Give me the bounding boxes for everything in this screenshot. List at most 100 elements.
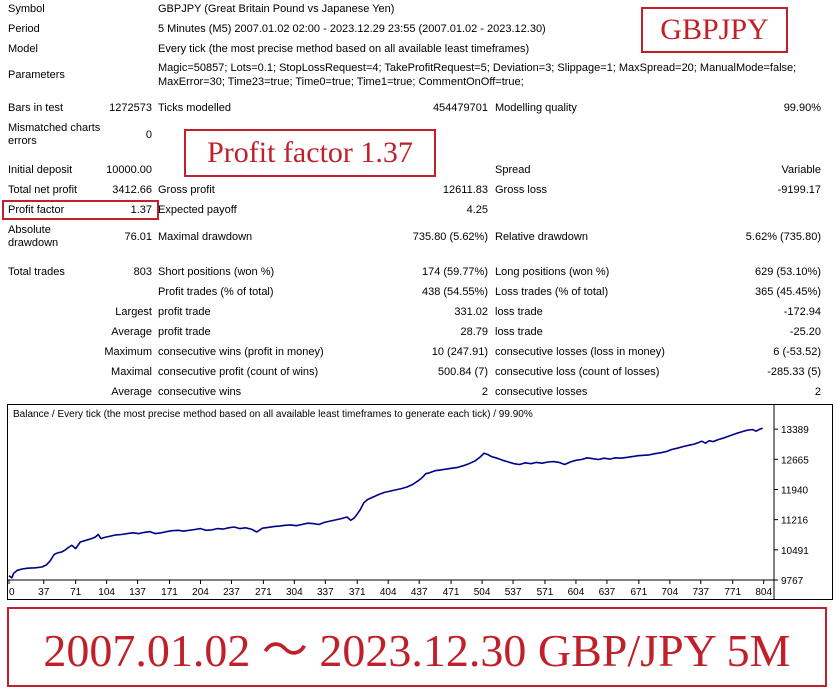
average-profit-value: 28.79	[460, 326, 488, 338]
chart-title: Balance / Every tick (the most precise m…	[13, 409, 533, 420]
y-tick-label: 12665	[781, 455, 809, 466]
period-value: 5 Minutes (M5) 2007.01.02 02:00 - 2023.1…	[158, 23, 546, 35]
x-tick-label: 804	[755, 587, 772, 598]
x-tick-label: 704	[661, 587, 678, 598]
avg-cons-losses-label: consecutive losses	[495, 386, 588, 398]
x-tick-label: 671	[630, 587, 647, 598]
max-cons-wins-value: 10 (247.91)	[431, 346, 488, 358]
footer-banner: 2007.01.02 ～ 2023.12.30 GBP/JPY 5M	[7, 607, 827, 687]
max-drawdown-value: 735.80 (5.62%)	[412, 231, 488, 243]
balance-series-line	[8, 427, 763, 579]
avg-cons-losses-value: 2	[814, 386, 821, 398]
max-drawdown-label: Maximal drawdown	[158, 231, 253, 243]
expected-payoff-label: Expected payoff	[158, 204, 237, 216]
chart-y-ticks: 9767 10491 11216 11940 12665 13389	[774, 425, 809, 587]
x-tick-label: 571	[537, 587, 554, 598]
x-tick-label: 71	[70, 587, 82, 598]
x-tick-label: 504	[474, 587, 491, 598]
initial-deposit-value: 10000.00	[106, 164, 152, 176]
long-value: 629 (53.10%)	[754, 266, 821, 278]
y-tick-label: 9767	[781, 576, 804, 587]
gross-loss-label: Gross loss	[495, 184, 547, 196]
profit-factor-highlight	[2, 200, 159, 220]
average-loss-label: loss trade	[495, 326, 543, 338]
average-label: Average	[111, 326, 152, 338]
largest-label: Largest	[115, 306, 152, 318]
pair-badge-text: GBPJPY	[660, 13, 769, 46]
long-label: Long positions (won %)	[495, 266, 610, 278]
short-label: Short positions (won %)	[158, 266, 275, 278]
x-tick-label: 304	[286, 587, 303, 598]
x-tick-label: 437	[411, 587, 428, 598]
x-tick-label: 371	[349, 587, 366, 598]
rel-drawdown-label: Relative drawdown	[495, 231, 588, 243]
avg-cons-wins-label: consecutive wins	[158, 386, 242, 398]
abs-drawdown-value: 76.01	[124, 231, 152, 243]
x-tick-label: 771	[724, 587, 741, 598]
quality-value: 99.90%	[783, 102, 821, 114]
x-tick-label: 471	[443, 587, 460, 598]
pair-badge: GBPJPY	[641, 7, 788, 53]
y-tick-label: 11216	[781, 516, 809, 527]
avg-cons-wins-value: 2	[481, 386, 488, 398]
maximum-label: Maximum	[104, 346, 152, 358]
short-value: 174 (59.77%)	[421, 266, 488, 278]
max-cons-losses-label: consecutive losses (loss in money)	[495, 346, 665, 358]
x-tick-label: 204	[192, 587, 209, 598]
period-label: Period	[8, 23, 40, 35]
total-trades-label: Total trades	[8, 266, 65, 278]
model-label: Model	[8, 43, 38, 55]
parameters-label: Parameters	[8, 69, 65, 81]
gross-profit-label: Gross profit	[158, 184, 215, 196]
gross-profit-value: 12611.83	[442, 184, 488, 196]
x-tick-label: 37	[38, 587, 50, 598]
largest-profit-value: 331.02	[454, 306, 488, 318]
mismatched-value: 0	[145, 129, 152, 141]
x-tick-label: 737	[692, 587, 709, 598]
bars-value: 1272573	[109, 102, 152, 114]
x-tick-label: 604	[568, 587, 585, 598]
balance-chart-svg: Balance / Every tick (the most precise m…	[7, 404, 833, 600]
x-tick-label: 537	[505, 587, 522, 598]
x-tick-label: 0	[9, 587, 15, 598]
footer-banner-text: 2007.01.02 ～ 2023.12.30 GBP/JPY 5M	[43, 625, 791, 676]
x-tick-label: 404	[380, 587, 397, 598]
rel-drawdown-value: 5.62% (735.80)	[745, 231, 821, 243]
mismatched-label: Mismatched charts errors	[8, 122, 101, 147]
parameters-line-2: MaxError=30; Time23=true; Time0=true; Ti…	[158, 76, 524, 88]
parameters-line-1: Magic=50857; Lots=0.1; StopLossRequest=4…	[158, 62, 797, 74]
largest-profit-label: profit trade	[158, 306, 211, 318]
x-tick-label: 171	[161, 587, 178, 598]
net-profit-label: Total net profit	[8, 184, 78, 196]
max-cons-wins-label: consecutive wins (profit in money)	[158, 346, 324, 358]
symbol-value: GBPJPY (Great Britain Pound vs Japanese …	[158, 3, 395, 15]
abs-drawdown-label: Absolute drawdown	[8, 224, 59, 249]
quality-label: Modelling quality	[495, 102, 577, 114]
profit-trades-label: Profit trades (% of total)	[158, 286, 274, 298]
initial-deposit-label: Initial deposit	[8, 164, 73, 176]
spread-value: Variable	[781, 164, 821, 176]
ticks-label: Ticks modelled	[158, 102, 231, 114]
y-tick-label: 11940	[781, 485, 809, 496]
profit-trades-value: 438 (54.55%)	[421, 286, 488, 298]
y-tick-label: 10491	[781, 546, 809, 557]
y-tick-label: 13389	[781, 425, 809, 436]
maximal-label: Maximal	[111, 366, 152, 378]
x-tick-label: 271	[255, 587, 272, 598]
net-profit-value: 3412.66	[112, 184, 152, 196]
spread-label: Spread	[495, 164, 531, 176]
max-cons-losses-value: 6 (-53.52)	[773, 346, 821, 358]
balance-chart: Balance / Every tick (the most precise m…	[7, 404, 833, 600]
gross-loss-value: -9199.17	[777, 184, 821, 196]
total-trades-value: 803	[133, 266, 152, 278]
x-tick-label: 137	[129, 587, 146, 598]
loss-trades-label: Loss trades (% of total)	[495, 286, 609, 298]
average-profit-label: profit trade	[158, 326, 211, 338]
average2-label: Average	[111, 386, 152, 398]
profit-factor-label: Profit factor	[8, 204, 65, 216]
maximal-loss-label: consecutive loss (count of losses)	[495, 366, 660, 378]
ticks-value: 454479701	[432, 102, 488, 114]
profit-factor-value: 1.37	[130, 204, 152, 216]
chart-x-ticks: 0 37 71 104 137 171 204 237 271 304 337 371 404 437 47…	[8, 580, 772, 598]
x-tick-label: 104	[98, 587, 115, 598]
